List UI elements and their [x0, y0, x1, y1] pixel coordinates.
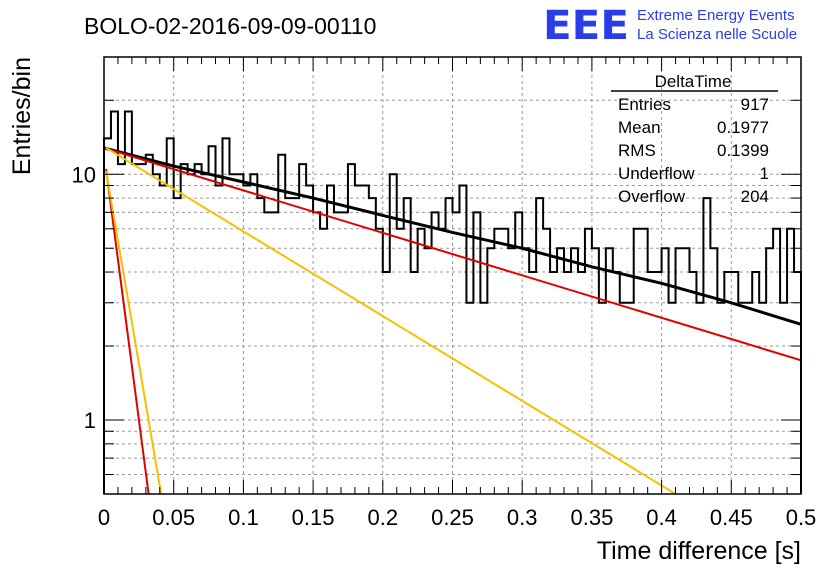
- stats-label: Underflow: [618, 164, 695, 183]
- fit-curves: [104, 146, 801, 494]
- y-axis-label: Entries/bin: [8, 57, 36, 175]
- axes: 0 0.05 0.1 0.15 0.2 0.25 0.3 0.35 0.4 0.45 0.5 1 10: [72, 56, 817, 530]
- x-axis-label: Time difference [s]: [597, 537, 801, 565]
- stats-value: 0.1977: [717, 118, 769, 137]
- stats-label: Entries: [618, 95, 671, 114]
- eee-logo: EEE Extreme Energy Events La Scienza nel…: [543, 3, 797, 49]
- chart-title: BOLO-02-2016-09-09-00110: [84, 13, 376, 39]
- logo-letters: EEE: [543, 3, 629, 49]
- x-tick-label: 0.3: [507, 505, 538, 530]
- x-tick-label: 0.5: [786, 505, 817, 530]
- fit-curve: [104, 146, 801, 326]
- logo-line2: La Scienza nelle Scuole: [637, 26, 797, 43]
- stats-label: Mean: [618, 118, 661, 137]
- grid: [104, 57, 801, 494]
- stats-label: RMS: [618, 141, 656, 160]
- histogram: [103, 110, 802, 494]
- logo-line1: Extreme Energy Events: [637, 7, 795, 24]
- stats-name: DeltaTime: [655, 72, 732, 91]
- stats-value: 204: [741, 187, 769, 206]
- x-tick-label: 0: [98, 505, 110, 530]
- fit-curve: [105, 170, 163, 494]
- y-tick-label: 1: [84, 408, 96, 433]
- x-tick-label: 0.1: [228, 505, 259, 530]
- stats-value: 0.1399: [717, 141, 769, 160]
- fit-curve: [104, 146, 801, 362]
- x-tick-label: 0.25: [431, 505, 474, 530]
- x-tick-label: 0.2: [368, 505, 399, 530]
- x-tick-label: 0.35: [570, 505, 613, 530]
- stats-value: 917: [741, 95, 769, 114]
- histogram-outline: [103, 110, 802, 494]
- x-tick-label: 0.05: [152, 505, 195, 530]
- stats-label: Overflow: [618, 187, 686, 206]
- stats-value: 1: [760, 164, 769, 183]
- fit-curve: [105, 147, 677, 494]
- fit-curve: [105, 168, 150, 494]
- stats-box: DeltaTime Entries 917 Mean 0.1977 RMS 0.1399 U…: [611, 72, 778, 206]
- x-tick-label: 0.15: [292, 505, 335, 530]
- x-tick-label: 0.45: [710, 505, 753, 530]
- x-tick-label: 0.4: [646, 505, 677, 530]
- y-tick-label: 10: [72, 162, 96, 187]
